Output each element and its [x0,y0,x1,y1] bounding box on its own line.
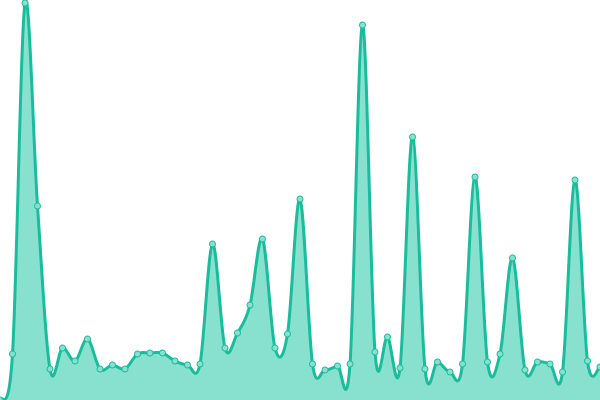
data-point-6 [71,357,79,365]
data-point-27 [334,362,341,370]
data-point-19 [234,329,241,337]
data-point-5 [59,344,66,352]
data-point-18 [221,344,229,352]
data-point-41 [509,254,516,262]
data-point-37 [459,360,466,368]
data-point-15 [184,361,191,369]
data-point-42 [521,366,529,374]
data-point-0 [0,396,4,400]
data-point-23 [284,330,291,338]
data-point-31 [384,333,391,341]
data-point-43 [534,358,541,366]
data-point-7 [84,335,91,343]
data-point-35 [434,358,441,366]
data-point-25 [309,360,316,368]
data-point-32 [396,364,404,372]
data-point-26 [321,366,329,374]
data-point-33 [409,133,416,141]
data-point-9 [109,361,116,369]
data-point-20 [246,301,254,309]
data-point-11 [134,350,141,358]
data-point-29 [359,21,366,29]
data-point-36 [446,368,454,376]
data-point-22 [271,344,279,352]
data-point-4 [46,365,54,373]
data-point-46 [571,176,579,184]
data-point-12 [146,349,154,357]
data-point-28 [346,360,354,368]
data-point-21 [259,235,266,243]
data-point-45 [559,368,566,376]
data-point-30 [371,348,379,356]
data-point-14 [171,357,179,365]
data-point-38 [471,173,479,181]
data-point-17 [209,240,216,248]
data-point-13 [159,349,166,357]
data-point-44 [546,360,554,368]
data-point-8 [96,365,104,373]
data-point-39 [484,358,491,366]
data-point-16 [196,360,204,368]
data-point-1 [9,350,16,358]
data-point-3 [34,202,41,210]
data-point-10 [121,365,129,373]
data-point-48 [596,363,600,371]
data-point-34 [421,365,429,373]
data-point-2 [21,0,29,7]
data-point-24 [296,195,304,203]
data-point-40 [496,350,504,358]
data-point-47 [584,357,591,365]
